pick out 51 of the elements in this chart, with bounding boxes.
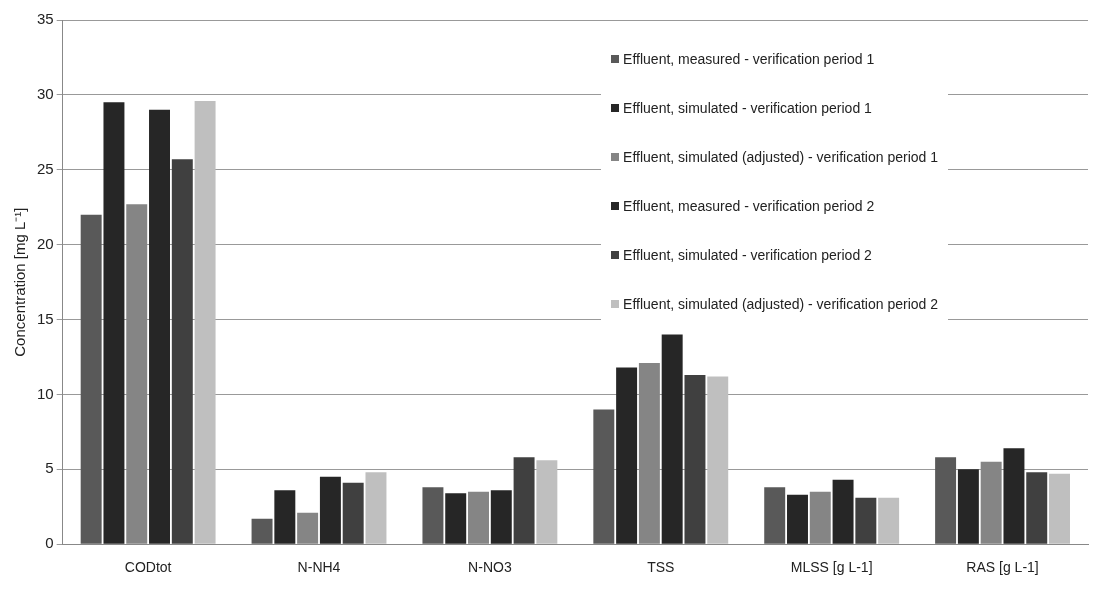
legend-label: Effluent, simulated - verification period 1 bbox=[623, 99, 872, 116]
bar bbox=[513, 457, 535, 544]
bar bbox=[274, 490, 296, 544]
bar bbox=[171, 159, 193, 544]
bar bbox=[684, 374, 706, 544]
bar bbox=[319, 476, 341, 544]
bar bbox=[536, 460, 558, 544]
bar bbox=[80, 214, 102, 544]
bar bbox=[787, 494, 808, 544]
y-tick-label: 5 bbox=[45, 459, 54, 477]
bar bbox=[445, 493, 467, 544]
x-tick-label: N-NO3 bbox=[468, 559, 512, 576]
x-tick-label: TSS bbox=[647, 559, 675, 576]
y-tick-label: 15 bbox=[37, 309, 54, 327]
bar bbox=[490, 490, 512, 544]
bar bbox=[1003, 448, 1025, 544]
bar bbox=[935, 457, 957, 544]
bar bbox=[422, 487, 444, 544]
bar bbox=[194, 100, 216, 544]
bar bbox=[103, 102, 125, 544]
legend-label: Effluent, simulated (adjusted) - verification period 1 bbox=[623, 148, 938, 165]
bar bbox=[832, 479, 854, 544]
y-tick-label: 35 bbox=[37, 10, 54, 28]
bar bbox=[365, 472, 387, 544]
bar bbox=[342, 482, 364, 544]
y-tick-label: 0 bbox=[45, 534, 54, 552]
legend-label: Effluent, measured - verification period 2 bbox=[623, 197, 875, 214]
y-tick-label: 20 bbox=[37, 234, 54, 252]
y-tick-label: 30 bbox=[37, 85, 54, 103]
bar bbox=[878, 497, 900, 544]
bar bbox=[855, 497, 877, 544]
bar bbox=[764, 487, 786, 544]
bar bbox=[251, 518, 273, 544]
x-tick-label: CODtot bbox=[124, 559, 172, 576]
legend-label: Effluent, simulated (adjusted) - verification period 2 bbox=[623, 295, 938, 312]
bar bbox=[1049, 473, 1070, 544]
bar bbox=[957, 469, 979, 544]
bar bbox=[707, 376, 729, 544]
x-tick-label: RAS [g L-1] bbox=[966, 559, 1039, 576]
bar bbox=[1026, 472, 1048, 544]
x-tick-label: MLSS [g L-1] bbox=[790, 559, 873, 576]
bar bbox=[149, 109, 170, 544]
y-tick-label: 25 bbox=[37, 159, 54, 177]
bar bbox=[593, 409, 615, 544]
bar bbox=[616, 367, 638, 544]
y-tick-label: 10 bbox=[37, 384, 54, 402]
bar bbox=[661, 334, 683, 544]
x-tick-label: N-NH4 bbox=[297, 559, 341, 576]
legend-label: Effluent, simulated - verification period 2 bbox=[623, 246, 872, 263]
y-axis-title: Concentration [mg L⁻¹] bbox=[11, 207, 29, 357]
legend-label: Effluent, measured - verification period 1 bbox=[623, 50, 875, 67]
